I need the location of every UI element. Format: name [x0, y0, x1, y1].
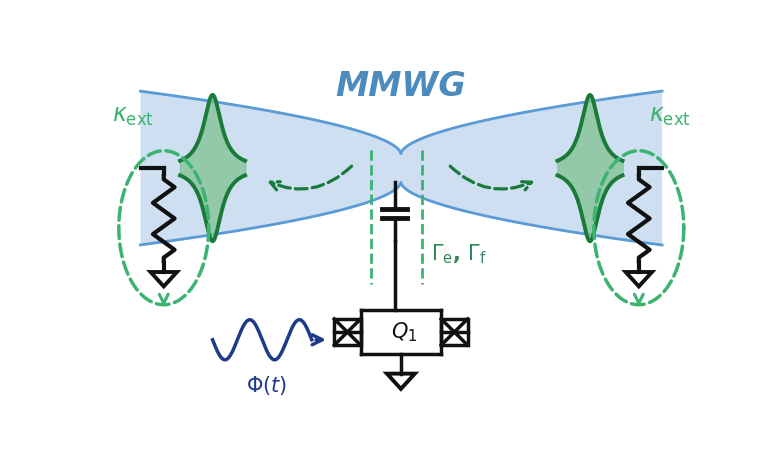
Text: $\Gamma_{\rm e}$, $\Gamma_{\rm f}$: $\Gamma_{\rm e}$, $\Gamma_{\rm f}$: [431, 243, 487, 266]
Polygon shape: [140, 91, 662, 245]
Text: MMWG: MMWG: [336, 70, 466, 103]
Text: $\Phi(t)$: $\Phi(t)$: [247, 375, 287, 398]
Text: $\kappa_{\rm ext}$: $\kappa_{\rm ext}$: [112, 104, 153, 128]
Text: $\kappa_{\rm ext}$: $\kappa_{\rm ext}$: [649, 104, 691, 128]
Text: $Q_1$: $Q_1$: [391, 320, 417, 344]
